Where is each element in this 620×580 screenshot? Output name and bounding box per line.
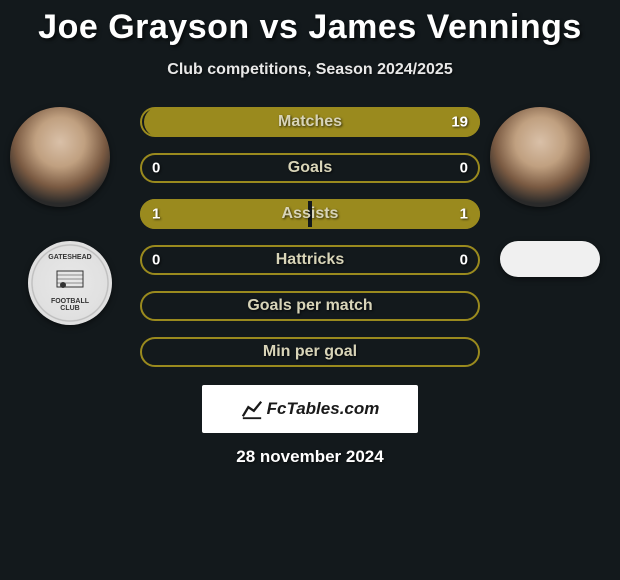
stat-bar: Goals 0 0 (140, 153, 480, 183)
club-text-top: GATESHEAD (48, 254, 91, 261)
stat-bar: Min per goal (140, 337, 480, 367)
content-area: GATESHEAD FOOTBALL CLUB Matches 19 Goals 0 0… (0, 107, 620, 367)
club-badge-left: GATESHEAD FOOTBALL CLUB (28, 241, 112, 325)
stat-value-left: 0 (152, 160, 160, 177)
comparison-date: 28 november 2024 (0, 447, 620, 467)
stat-value-left: 1 (152, 206, 160, 223)
stat-value-right: 0 (460, 252, 468, 269)
watermark-badge: FcTables.com (202, 385, 418, 433)
stat-label: Assists (282, 205, 339, 223)
club-text-bottom: FOOTBALL CLUB (41, 298, 100, 312)
club-badge-right (500, 241, 600, 277)
stat-bars: Matches19Goals00Assists11Hattricks00Goal… (140, 107, 480, 367)
stat-bar: Assists 1 1 (140, 199, 480, 229)
stat-bar: Goals per match (140, 291, 480, 321)
chart-icon (241, 398, 263, 420)
player-avatar-right (490, 107, 590, 207)
stat-value-right: 0 (460, 160, 468, 177)
stat-label: Min per goal (263, 343, 357, 361)
stat-label: Goals per match (247, 297, 372, 315)
stat-label: Matches (278, 113, 342, 131)
stat-value-right: 1 (460, 206, 468, 223)
club-icon (55, 267, 85, 291)
comparison-subtitle: Club competitions, Season 2024/2025 (0, 61, 620, 79)
watermark-text: FcTables.com (267, 399, 380, 419)
stat-label: Hattricks (276, 251, 344, 269)
stat-bar: Matches 19 (140, 107, 480, 137)
player-avatar-left (10, 107, 110, 207)
stat-bar: Hattricks 0 0 (140, 245, 480, 275)
stat-value-left: 0 (152, 252, 160, 269)
comparison-title: Joe Grayson vs James Vennings (0, 0, 620, 47)
stat-value-right: 19 (451, 114, 468, 131)
stat-label: Goals (288, 159, 332, 177)
